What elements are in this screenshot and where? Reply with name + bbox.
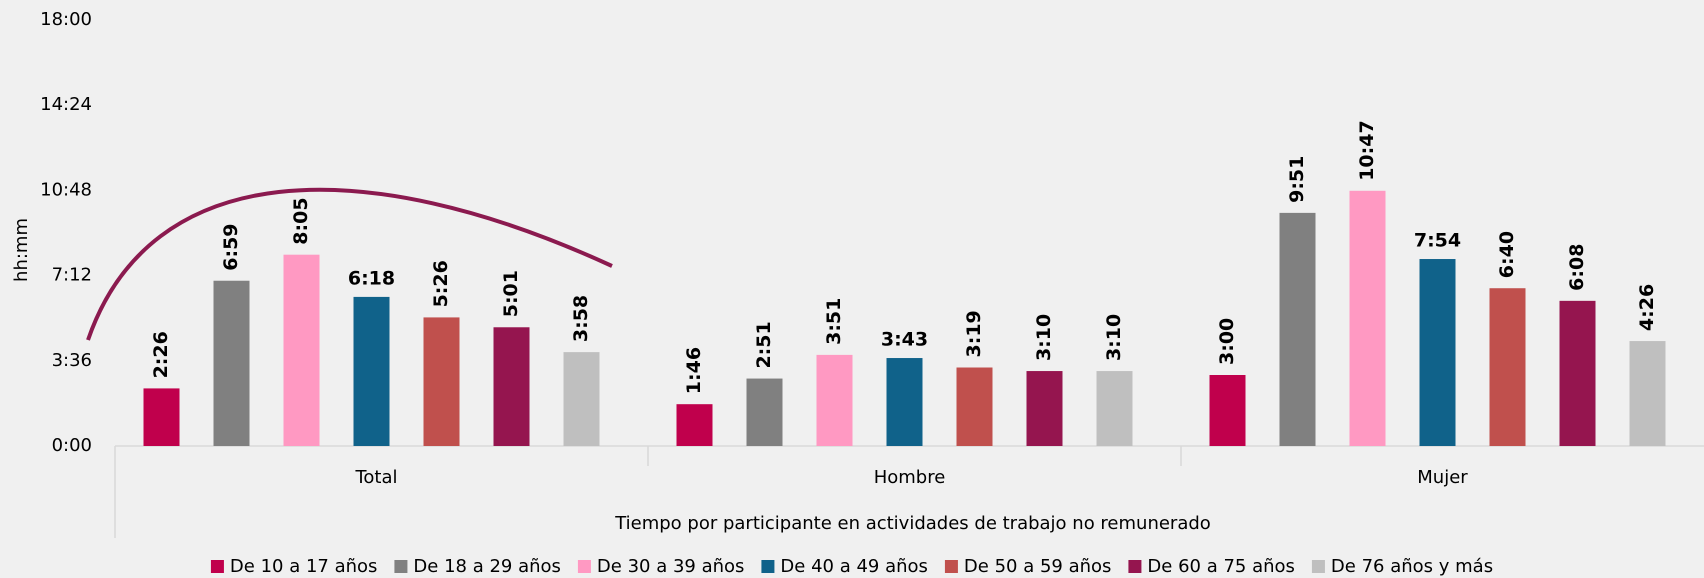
legend-swatch: [944, 560, 958, 573]
bar: [956, 367, 993, 446]
legend-label: De 10 a 17 años: [230, 556, 378, 577]
legend-swatch: [1311, 560, 1325, 573]
bar: [746, 378, 783, 446]
legend-label: De 18 a 29 años: [413, 556, 561, 577]
x-tick-label: Hombre: [874, 467, 946, 488]
legend-label: De 60 a 75 años: [1147, 556, 1295, 577]
legend-label: De 40 a 49 años: [780, 556, 928, 577]
value-label: 6:18: [348, 267, 395, 289]
value-label: 3:10: [1103, 314, 1125, 361]
value-label: 3:19: [963, 310, 985, 357]
value-label: 2:51: [753, 321, 775, 368]
bar: [1349, 190, 1386, 446]
bar: [1096, 371, 1133, 446]
value-label: 3:43: [881, 329, 928, 351]
value-label: 1:46: [683, 347, 705, 394]
value-label: 2:26: [150, 331, 172, 378]
value-label: 5:26: [430, 260, 452, 307]
y-tick-label: 3:36: [52, 350, 92, 371]
y-tick-label: 18:00: [40, 9, 92, 30]
value-label: 6:59: [220, 223, 242, 270]
x-tick-label: Total: [354, 467, 397, 488]
value-label: 9:51: [1286, 156, 1308, 203]
value-label: 6:40: [1496, 231, 1518, 278]
legend-label: De 76 años y más: [1331, 556, 1493, 577]
value-label: 3:58: [570, 295, 592, 342]
bar: [353, 296, 390, 446]
bar: [1026, 371, 1063, 446]
value-label: 7:54: [1414, 230, 1461, 252]
value-label: 3:10: [1033, 314, 1055, 361]
bar: [143, 388, 180, 446]
bar: [1559, 300, 1596, 446]
bar: [1209, 375, 1246, 446]
x-tick-label: Mujer: [1417, 467, 1468, 488]
bar: [816, 354, 853, 446]
bar: [676, 404, 713, 446]
bar: [283, 254, 320, 446]
y-tick-label: 0:00: [52, 435, 92, 456]
legend-label: De 50 a 59 años: [964, 556, 1112, 577]
y-tick-label: 7:12: [52, 265, 92, 286]
bar: [423, 317, 460, 446]
bar: [886, 358, 923, 446]
bar: [563, 352, 600, 446]
value-label: 3:00: [1216, 318, 1238, 365]
annotation-curve: [86, 187, 613, 341]
y-axis-title: hh:mm: [11, 218, 32, 282]
x-axis-title: Tiempo por participante en actividades d…: [614, 513, 1211, 534]
value-label: 6:08: [1566, 244, 1588, 291]
bar: [1419, 259, 1456, 446]
value-label: 5:01: [500, 270, 522, 317]
value-label: 8:05: [290, 197, 312, 244]
value-label: 10:47: [1356, 120, 1378, 180]
y-tick-label: 14:24: [40, 94, 92, 115]
legend-swatch: [394, 560, 408, 573]
legend-swatch: [1128, 560, 1142, 573]
bar: [493, 327, 530, 446]
legend-swatch: [761, 560, 775, 573]
bar: [1489, 288, 1526, 446]
value-label: 3:51: [823, 298, 845, 345]
legend-swatch: [210, 560, 224, 573]
legend-swatch: [577, 560, 591, 573]
bar: [1629, 341, 1666, 446]
value-label: 4:26: [1636, 284, 1658, 331]
y-tick-label: 10:48: [40, 179, 92, 200]
bar: [213, 280, 250, 446]
bar: [1279, 212, 1316, 446]
legend-label: De 30 a 39 años: [597, 556, 745, 577]
